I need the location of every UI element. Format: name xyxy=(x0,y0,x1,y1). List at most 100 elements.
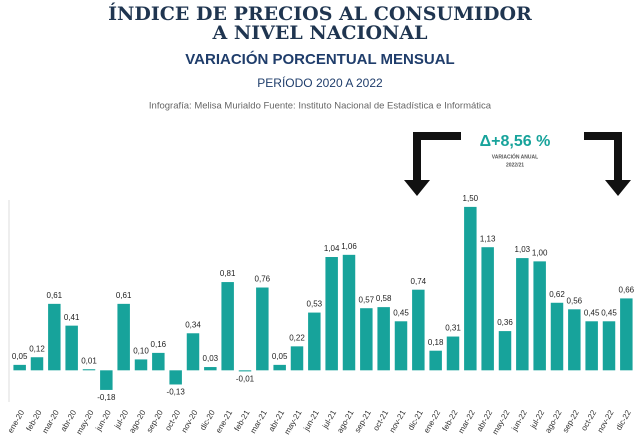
x-tick-label: mar-20 xyxy=(40,408,61,435)
period: PERÍODO 2020 A 2022 xyxy=(257,75,383,90)
value-label: -0,01 xyxy=(236,375,255,384)
x-tick-label: mar-21 xyxy=(248,408,269,435)
value-label: 0,61 xyxy=(47,291,63,300)
x-tick-label: nov-22 xyxy=(596,408,616,434)
bar xyxy=(290,346,304,371)
source: Infografía: Melisa Murialdo Fuente: Inst… xyxy=(149,101,492,112)
bar xyxy=(429,350,442,371)
x-tick-label: nov-20 xyxy=(180,408,200,434)
value-label: 1,50 xyxy=(463,194,479,203)
x-tick-label: may-21 xyxy=(282,408,303,436)
value-label: 1,13 xyxy=(480,234,496,243)
bar xyxy=(498,331,512,371)
bar xyxy=(134,359,148,371)
x-tick-label: may-22 xyxy=(490,408,511,436)
value-label: 0,05 xyxy=(12,352,28,361)
bar xyxy=(186,333,200,371)
bar xyxy=(620,298,633,371)
x-tick-label: sep-22 xyxy=(561,408,581,434)
bar xyxy=(325,257,338,371)
annotation-period: 2022/21 xyxy=(506,162,524,168)
bar xyxy=(169,370,182,385)
x-tick-label: ene-22 xyxy=(422,408,443,435)
bar xyxy=(65,325,78,371)
bar xyxy=(394,321,408,371)
value-label: 0,18 xyxy=(428,338,444,347)
value-label: 0,45 xyxy=(601,308,617,317)
value-label: 0,62 xyxy=(549,290,565,299)
bar xyxy=(30,357,44,371)
value-label: 0,12 xyxy=(29,344,45,353)
bar xyxy=(533,261,546,371)
bar xyxy=(82,369,96,371)
x-tick-label: jun-22 xyxy=(509,408,529,433)
x-tick-label: dic-22 xyxy=(614,408,633,432)
value-label: 0,31 xyxy=(445,324,461,333)
bar xyxy=(464,206,477,371)
value-label: 0,34 xyxy=(185,320,201,329)
value-label: 0,36 xyxy=(497,318,513,327)
x-tick-label: may-20 xyxy=(74,408,95,436)
value-label: 0,81 xyxy=(220,269,236,278)
value-label: 1,00 xyxy=(532,248,548,257)
x-tick-label: ene-21 xyxy=(214,408,235,435)
value-label: 0,76 xyxy=(255,275,271,284)
value-label: 0,41 xyxy=(64,313,80,322)
bar xyxy=(221,282,234,371)
value-label: 0,22 xyxy=(289,333,305,342)
chart-subtitle: VARIACIÓN PORCENTUAL MENSUAL xyxy=(185,50,454,68)
bar xyxy=(377,307,390,371)
arrow-left xyxy=(404,132,461,196)
value-label: 0,53 xyxy=(307,300,323,309)
value-label: 0,45 xyxy=(393,308,409,317)
bar xyxy=(446,336,460,371)
annotation-label: VARIACIÓN ANUAL xyxy=(492,152,538,160)
chart-title-line2: A NIVEL NACIONAL xyxy=(212,22,428,44)
x-tick-label: sep-21 xyxy=(353,408,373,434)
x-tick-label: sep-20 xyxy=(145,408,165,434)
value-label: 0,58 xyxy=(376,294,392,303)
x-tick-label: mar-22 xyxy=(456,408,477,435)
value-label: 0,56 xyxy=(567,296,583,305)
bar xyxy=(256,287,269,371)
value-label: 1,03 xyxy=(515,245,531,254)
bar xyxy=(568,309,581,371)
bar xyxy=(308,312,321,371)
value-label: -0,13 xyxy=(167,388,186,397)
value-label: 0,10 xyxy=(133,347,149,356)
bar xyxy=(585,321,598,371)
bar xyxy=(204,367,217,371)
value-label: 0,16 xyxy=(151,340,167,349)
value-label: 0,03 xyxy=(203,354,219,363)
arrow-right xyxy=(584,132,631,196)
value-label: 0,57 xyxy=(359,295,375,304)
value-label: 0,61 xyxy=(116,291,132,300)
annotation-value: Δ+8,56 % xyxy=(480,133,551,150)
bar xyxy=(273,364,286,371)
value-label: 0,45 xyxy=(584,308,600,317)
bar xyxy=(342,254,356,371)
value-label: -0,18 xyxy=(97,393,116,402)
value-label: 0,74 xyxy=(411,277,427,286)
x-tick-label: jun-20 xyxy=(93,408,113,433)
bar xyxy=(550,302,564,371)
bar xyxy=(117,303,130,371)
bar xyxy=(360,308,373,371)
bar xyxy=(152,352,165,371)
value-label: 1,06 xyxy=(341,242,357,251)
bar xyxy=(100,370,113,390)
x-tick-label: jun-21 xyxy=(301,408,321,433)
chart-title: ÍNDICE DE PRECIOS AL CONSUMIDOR xyxy=(108,2,532,25)
x-tick-label: nov-21 xyxy=(388,408,408,434)
value-label: 1,04 xyxy=(324,244,340,253)
value-label: 0,66 xyxy=(619,286,635,295)
bar xyxy=(412,289,425,371)
bar xyxy=(48,303,61,371)
bar xyxy=(516,258,529,371)
x-tick-label: ene-20 xyxy=(6,408,27,435)
bar xyxy=(481,247,494,371)
bar xyxy=(238,370,252,372)
bar xyxy=(13,364,26,371)
value-label: 0,05 xyxy=(272,352,288,361)
